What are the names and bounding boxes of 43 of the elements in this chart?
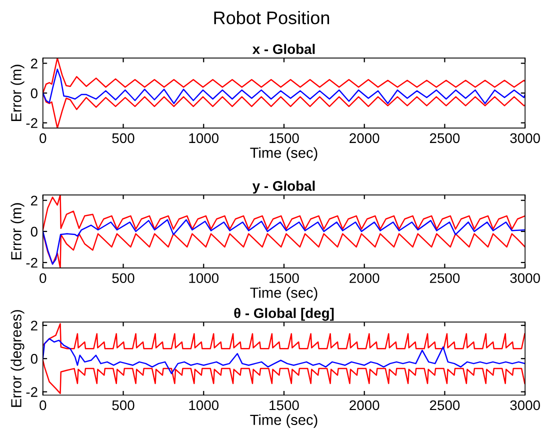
line-series	[42, 219, 526, 265]
line-series	[42, 338, 526, 374]
x-tick-label: 1500	[270, 133, 299, 144]
x-tick-label: 2500	[430, 400, 460, 410]
x-axis-title: Time (sec)	[250, 414, 318, 428]
x-tick-label: 1000	[189, 133, 219, 144]
y-axis-title: Error (m)	[10, 203, 24, 260]
x-axis-title: Time (sec)	[250, 147, 318, 161]
y-axis-title: Error (m)	[10, 64, 24, 122]
x-tick-label: 3000	[510, 133, 540, 144]
y-tick-label: -2	[26, 258, 38, 268]
line-series	[42, 68, 526, 104]
x-tick-label: 500	[112, 400, 134, 410]
x-tick-label: 3000	[510, 273, 540, 284]
x-tick-label: 1000	[189, 400, 219, 410]
y-tick-label: 0	[30, 354, 38, 364]
x-tick-label: 1500	[270, 273, 299, 284]
x-tick-label: 0	[40, 133, 46, 144]
y-tick-label: -2	[26, 118, 38, 128]
x-tick-label: 500	[112, 133, 134, 144]
y-tick-label: 0	[30, 226, 38, 237]
y-tick-label: 2	[31, 58, 38, 68]
x-tick-label: 2000	[350, 273, 380, 284]
x-tick-label: 1000	[189, 273, 219, 284]
y-tick-label: -2	[26, 387, 38, 397]
x-tick-label: 2000	[350, 400, 380, 410]
chart-title: y - Global	[252, 180, 315, 194]
x-tick-label: 1500	[270, 400, 299, 410]
y-tick-label: 0	[30, 88, 38, 98]
chart-title: Robot Position	[214, 11, 330, 24]
y-tick-label: 2	[31, 196, 38, 206]
y-axis-title: Error (degrees)	[10, 310, 24, 407]
x-tick-label: 3000	[510, 400, 540, 410]
chart-subtitle: x - Global	[252, 44, 315, 54]
x-tick-label: 0	[40, 400, 46, 410]
x-axis-title: Time (sec)	[250, 287, 318, 301]
x-tick-label: 2000	[350, 133, 380, 144]
x-tick-label: 2500	[430, 273, 460, 284]
x-tick-label: 500	[112, 273, 134, 284]
y-tick-label: 2	[31, 320, 38, 330]
x-tick-label: 0	[40, 273, 46, 284]
chart-title: θ - Global [deg]	[234, 308, 334, 321]
x-tick-label: 2500	[430, 133, 460, 144]
